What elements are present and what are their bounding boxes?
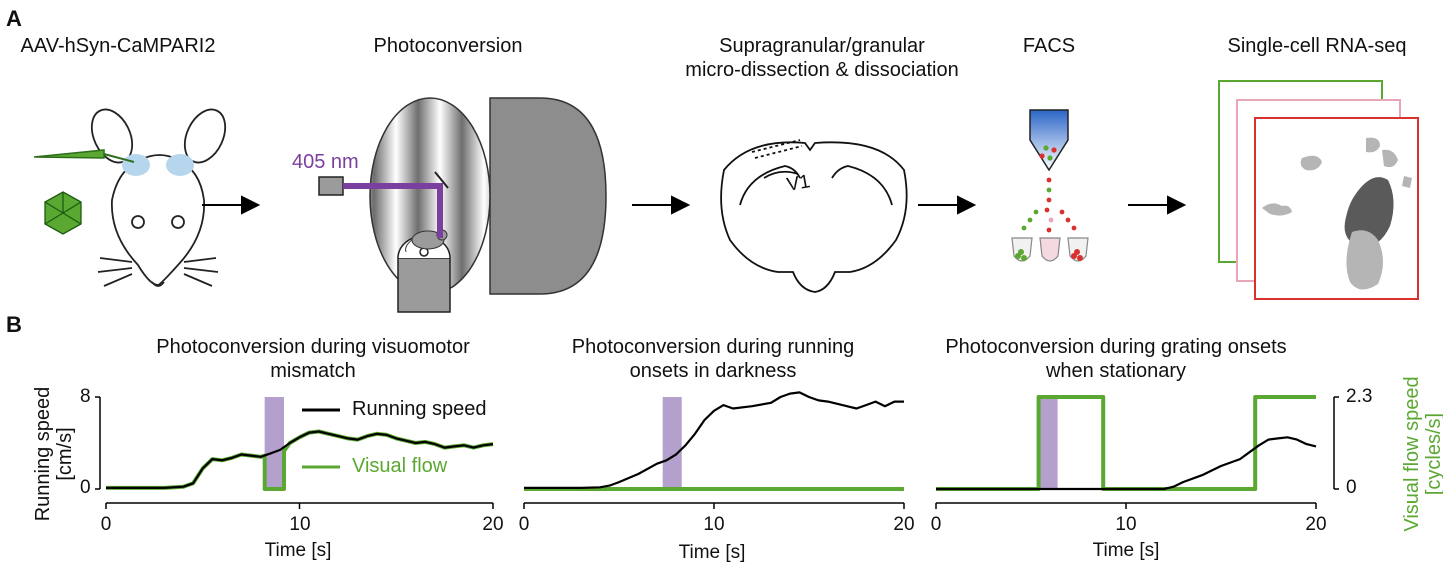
umap-plot-icon — [1218, 80, 1419, 300]
chart-3-series-running-speed — [936, 436, 1317, 491]
y-left-tick-8: 8 — [80, 386, 91, 407]
chart-2-shaded-interval — [662, 397, 682, 489]
injection-pipette-icon — [33, 149, 135, 163]
step-aav-label: AAV-hSyn-CaMPARI2 — [20, 35, 216, 57]
collection-tube-icon — [1011, 237, 1089, 262]
y-right-tick-0: 0 — [1346, 477, 1357, 498]
chart-1-title-line1: Photoconversion during visuomotor — [156, 336, 470, 358]
chart-1-title-line2: mismatch — [270, 360, 356, 382]
step-dissection-label-1: Supragranular/granular — [719, 35, 925, 57]
step-photoconversion-label: Photoconversion — [373, 35, 523, 57]
chart-2-title-line2: onsets in darkness — [629, 360, 797, 382]
y-right-tick-2-3: 2.3 — [1346, 386, 1373, 407]
mouse-head-icon — [90, 108, 227, 287]
chart-1-tick-20: 20 — [482, 514, 504, 535]
chart-1-series-running-speed — [106, 430, 494, 489]
droplet-icon — [1021, 145, 1077, 233]
step-facs-label: FACS — [1022, 35, 1076, 57]
legend-running-label: Running speed — [352, 398, 487, 420]
chart-2-title-line1: Photoconversion during running — [571, 336, 855, 358]
chart-3-tick-0: 0 — [930, 514, 942, 535]
chart-3-title-line2: when stationary — [1045, 360, 1187, 382]
step-scrnaseq-label: Single-cell RNA-seq — [1227, 35, 1407, 57]
y-left-tick-0: 0 — [80, 477, 91, 498]
panel-b-letter: B — [6, 312, 22, 337]
step-dissection-label-2: micro-dissection & dissociation — [685, 59, 959, 81]
chart-3-series-visual-flow — [936, 395, 1316, 491]
chart-1-tick-10: 10 — [289, 514, 311, 535]
chart-2-series-running-speed — [524, 391, 904, 489]
chart-1-xlabel: Time [s] — [264, 540, 332, 561]
chart-1-tick-0: 0 — [100, 514, 112, 535]
laser-icon — [318, 171, 449, 238]
chart-1-series-visual-flow — [106, 429, 494, 491]
legend-visual-label: Visual flow — [352, 455, 448, 477]
chart-3-xlabel: Time [s] — [1092, 540, 1160, 561]
facs-nozzle-icon — [1011, 109, 1089, 262]
laser-wavelength-label: 405 nm — [292, 151, 359, 173]
chart-3-tick-20: 20 — [1305, 514, 1327, 535]
chart-1-shaded-interval — [264, 397, 285, 489]
brain-section-icon — [720, 139, 908, 293]
chart-2-xlabel: Time [s] — [678, 542, 746, 563]
arrow-icon — [202, 195, 1187, 215]
aav-capsid-icon — [44, 191, 82, 235]
panel-a-letter: A — [6, 6, 22, 31]
chart-2-tick-20: 20 — [893, 514, 915, 535]
chart-2-tick-10: 10 — [703, 514, 725, 535]
chart-3-shaded-interval — [1038, 397, 1058, 489]
chart-3-title-line1: Photoconversion during grating onsets — [945, 336, 1287, 358]
chart-2-tick-0: 0 — [518, 514, 530, 535]
dome-screen-icon — [369, 97, 607, 295]
chart-3-tick-10: 10 — [1115, 514, 1137, 535]
